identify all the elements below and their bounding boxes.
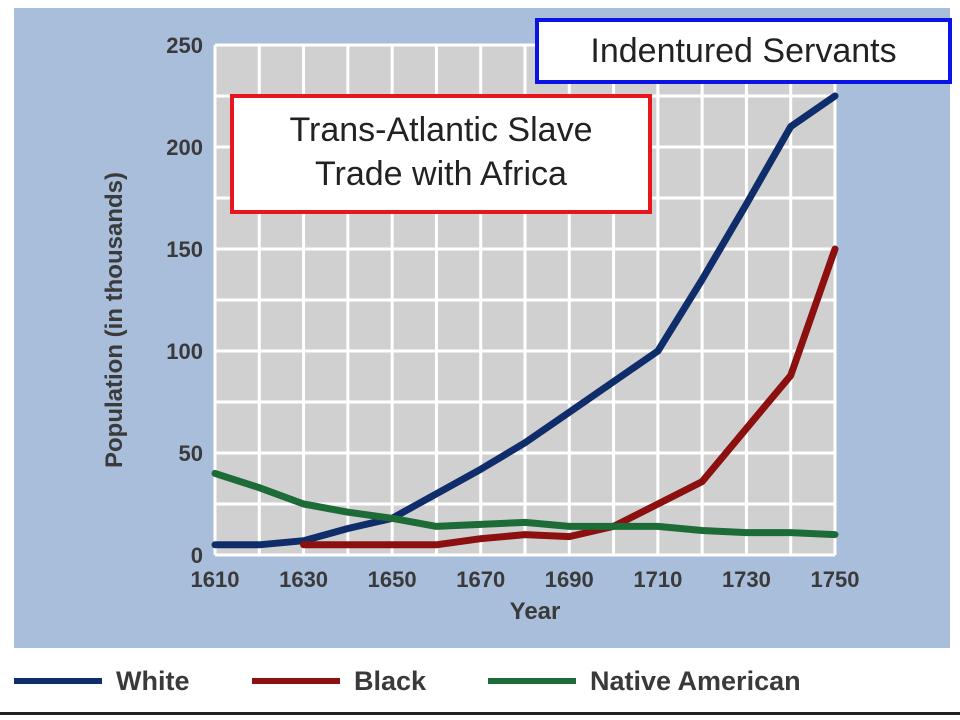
indentured-servants-callout: Indentured Servants	[535, 18, 952, 84]
y-tick-label: 0	[191, 543, 203, 568]
y-tick-label: 50	[179, 441, 203, 466]
y-tick-label: 200	[166, 135, 203, 160]
legend-swatch-white	[14, 678, 102, 684]
x-tick-label: 1730	[722, 567, 771, 592]
x-tick-label: 1630	[279, 567, 328, 592]
y-axis-title: Population (in thousands)	[101, 172, 128, 468]
x-axis-title: Year	[510, 598, 561, 625]
slave-trade-text-line1: Trans-Atlantic Slave	[289, 111, 593, 149]
series-lines	[211, 92, 839, 549]
y-tick-label: 250	[166, 33, 203, 58]
legend-item-native-american: Native American	[488, 658, 801, 704]
legend: White Black Native American	[0, 658, 960, 704]
y-axis-ticks: 0 50 100 150 200 250	[166, 33, 203, 568]
x-axis-ticks: 1610 1630 1650 1670 1690 1710 1730 1750	[191, 567, 860, 592]
legend-label-native-american: Native American	[590, 665, 801, 696]
legend-swatch-native-american	[488, 678, 576, 684]
x-tick-label: 1750	[811, 567, 860, 592]
legend-item-black: Black	[252, 658, 426, 704]
x-tick-label: 1610	[191, 567, 240, 592]
slave-trade-text-line2: Trade with Africa	[315, 155, 567, 193]
bottom-rule	[0, 712, 960, 715]
y-tick-label: 100	[166, 339, 203, 364]
x-tick-label: 1670	[456, 567, 505, 592]
legend-label-black: Black	[354, 665, 427, 696]
series-line-white	[211, 92, 839, 549]
x-tick-label: 1650	[368, 567, 417, 592]
series-line-black	[300, 245, 839, 549]
y-tick-label: 150	[166, 237, 203, 262]
indentured-servants-text: Indentured Servants	[590, 32, 897, 70]
legend-label-white: White	[116, 665, 190, 696]
legend-swatch-black	[252, 678, 340, 684]
series-line-native-american	[211, 469, 839, 539]
slave-trade-callout: Trans-Atlantic Slave Trade with Africa	[230, 94, 652, 214]
x-tick-label: 1710	[633, 567, 682, 592]
x-tick-label: 1690	[545, 567, 594, 592]
legend-item-white: White	[14, 658, 190, 704]
